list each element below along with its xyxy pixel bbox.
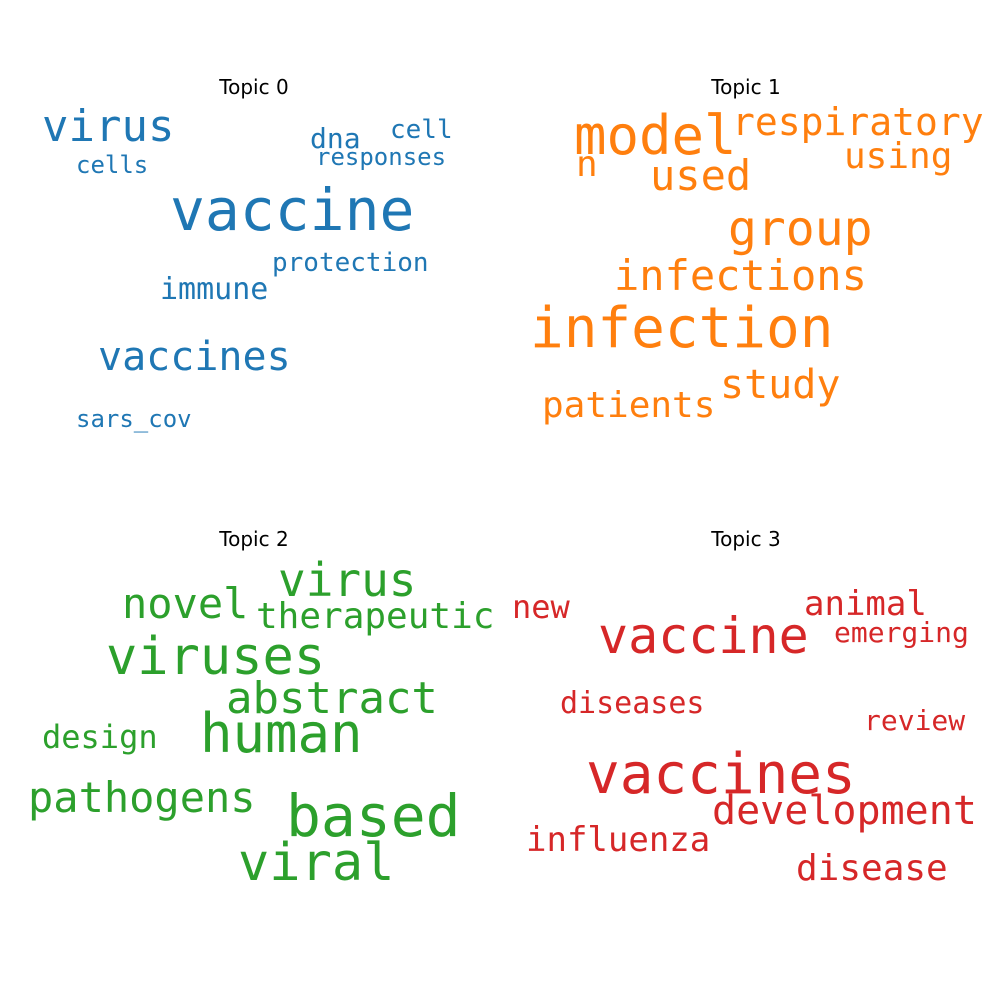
word-responses: responses (316, 143, 447, 171)
word-study: study (720, 362, 841, 408)
word-diseases: diseases (560, 686, 705, 721)
word-development: development (712, 788, 977, 834)
topic-1-title: Topic 1 (711, 75, 781, 99)
word-model: model (574, 104, 737, 167)
topic-2-wordcloud: Topic 2 virus novel therapeutic viruses … (14, 527, 494, 967)
word-pathogens: pathogens (28, 773, 256, 822)
word-respiratory: respiratory (732, 100, 984, 144)
word-sars-cov: sars_cov (76, 405, 192, 433)
word-viruses: viruses (106, 627, 326, 687)
word-disease: disease (796, 848, 948, 889)
word-new: new (512, 588, 570, 626)
word-used: used (650, 151, 752, 200)
word-vaccines: vaccines (586, 742, 856, 807)
word-protection: protection (272, 248, 429, 278)
word-vaccines: vaccines (98, 334, 291, 380)
topic-1-wordcloud: Topic 1 model respiratory n using used g… (506, 75, 986, 515)
word-emerging: emerging (834, 616, 969, 649)
word-cells: cells (76, 151, 149, 179)
word-therapeutic: therapeutic (256, 596, 495, 637)
word-novel: novel (122, 579, 249, 628)
word-viral: viral (238, 833, 395, 893)
word-vaccine: vaccine (170, 176, 415, 244)
word-design: design (42, 718, 158, 756)
word-cell: cell (390, 115, 453, 145)
word-virus: virus (42, 101, 175, 152)
word-virus: virus (278, 553, 417, 607)
word-review: review (864, 704, 966, 737)
word-n: n (576, 144, 598, 185)
word-vaccine: vaccine (598, 607, 809, 665)
word-based: based (286, 782, 461, 850)
word-abstract: abstract (226, 673, 438, 724)
word-dna: dna (310, 122, 361, 155)
word-infection: infection (530, 296, 834, 361)
word-animal: animal (804, 584, 927, 624)
word-influenza: influenza (526, 820, 711, 860)
topic-0-title: Topic 0 (219, 75, 289, 99)
word-group: group (728, 201, 873, 257)
topic-3-wordcloud: Topic 3 new animal vaccine emerging dise… (506, 527, 986, 967)
word-immune: immune (160, 272, 269, 307)
word-human: human (200, 702, 363, 765)
topic-0-wordcloud: Topic 0 virus dna cell responses cells v… (14, 75, 494, 515)
word-infections: infections (614, 251, 867, 300)
word-patients: patients (542, 385, 716, 426)
word-using: using (844, 136, 953, 177)
topic-2-title: Topic 2 (219, 527, 289, 551)
topic-3-title: Topic 3 (711, 527, 781, 551)
